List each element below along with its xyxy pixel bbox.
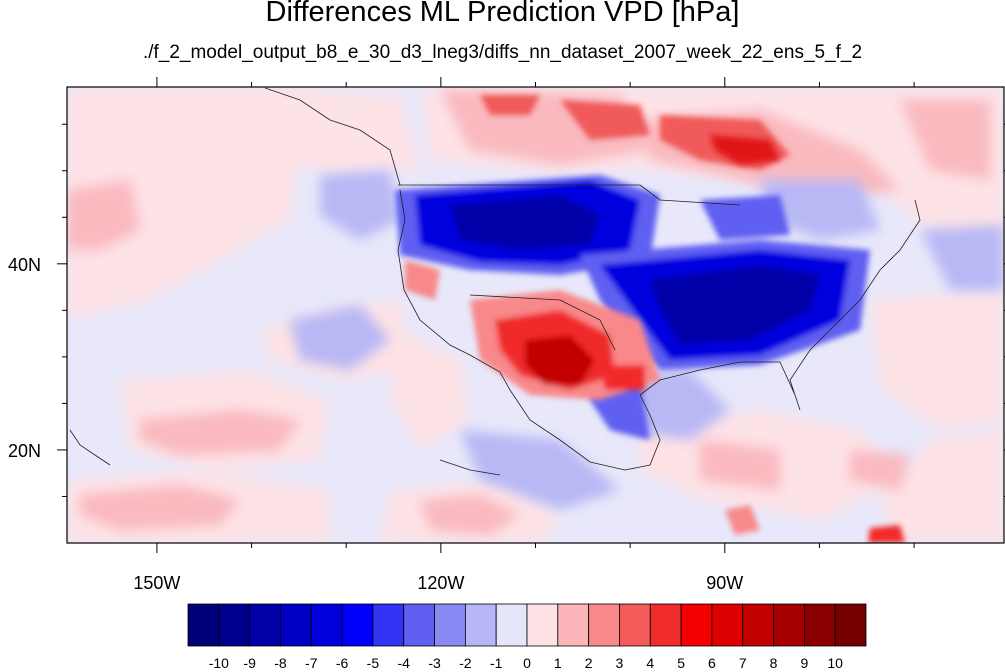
axis-ticks: 150W 120W 90W 40N 20N [8,77,1005,593]
lat-label: 40N [8,255,41,275]
colorbar-bin [557,603,590,647]
colorbar-label: 6 [708,655,716,671]
colorbar-bin [711,603,744,647]
colorbar-bin [742,603,774,647]
lon-label: 90W [706,573,743,593]
colorbar-label: 7 [739,655,747,671]
colorbar-label: -1 [490,655,503,671]
chart-title: Differences ML Prediction VPD [hPa] [265,0,740,28]
colorbar-bin [187,603,220,647]
colorbar-bin [372,603,405,647]
colorbar-label: -6 [336,655,349,671]
colorbar-label: -3 [428,655,441,671]
colorbar-bin [588,603,620,647]
colorbar-bin [249,603,281,647]
colorbar-bin [619,603,651,647]
colorbar-bin [680,603,713,647]
lon-label: 150W [133,573,180,593]
colorbar: -10 -9 -8 -7 -6 -5 -4 -3 -2 -1 0 1 2 3 4 5 6 7 8 9 10 [187,603,867,671]
colorbar-label: -2 [459,655,472,671]
colorbar-label: 9 [800,655,808,671]
colorbar-label: -4 [398,655,411,671]
colorbar-bin [803,603,836,647]
colorbar-bin [649,603,682,647]
colorbar-label: 1 [554,655,562,671]
colorbar-bin [434,603,466,647]
colorbar-label: 4 [646,655,654,671]
colorbar-label: 10 [827,655,843,671]
lat-label: 20N [8,441,41,461]
colorbar-bin [280,603,312,647]
colorbar-bin [341,603,374,647]
colorbar-label: 5 [677,655,685,671]
colorbar-label: -9 [243,655,256,671]
vpd-difference-field [67,87,1004,543]
colorbar-bin [218,603,251,647]
colorbar-bin [310,603,343,647]
colorbar-label: 8 [770,655,778,671]
colorbar-label: 0 [523,655,531,671]
colorbar-label: 2 [585,655,593,671]
colorbar-bin [495,603,528,647]
colorbar-bin [403,603,435,647]
colorbar-bin [834,603,867,647]
colorbar-bin [526,603,559,647]
colorbar-label: -10 [209,655,229,671]
colorbar-label: -5 [367,655,380,671]
colorbar-label: 3 [616,655,624,671]
colorbar-bin [773,603,805,647]
colorbar-label: -8 [274,655,287,671]
coastlines [69,87,921,476]
colorbar-bin [464,603,497,647]
colorbar-label: -7 [305,655,318,671]
lon-label: 120W [417,573,464,593]
chart-subtitle: ./f_2_model_output_b8_e_30_d3_lneg3/diff… [142,42,863,63]
